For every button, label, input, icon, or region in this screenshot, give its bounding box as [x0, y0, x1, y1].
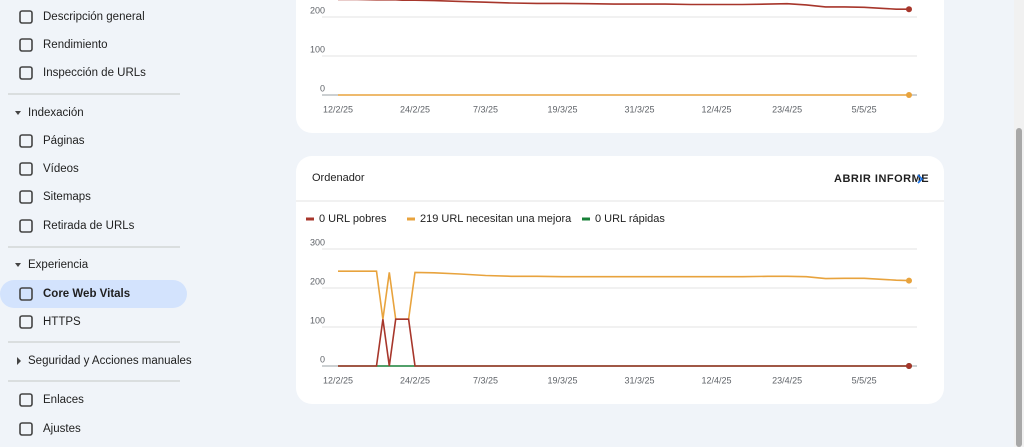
x-tick-label: 12/2/25 — [323, 104, 353, 114]
y-tick-label: 200 — [310, 5, 325, 15]
caret[interactable] — [15, 111, 21, 115]
nav-item[interactable]: Descripción general — [43, 11, 145, 23]
nav-icon — [19, 315, 33, 329]
nav-icon — [19, 66, 33, 80]
nav-section[interactable]: Experiencia — [28, 259, 89, 271]
caret[interactable] — [15, 263, 21, 267]
open-report[interactable]: ABRIR INFORME — [834, 173, 929, 185]
card-title: Ordenador — [312, 172, 365, 184]
x-tick-label: 12/4/25 — [702, 104, 732, 114]
legend-label[interactable]: 219 URL necesitan una mejora — [420, 213, 572, 225]
active-item-bg — [0, 280, 187, 308]
end-point — [906, 6, 912, 13]
nav-section[interactable]: Seguridad y Acciones manuales — [28, 355, 192, 367]
nav-icon — [19, 422, 33, 436]
scroll-thumb[interactable] — [1016, 128, 1022, 447]
x-tick-label: 5/5/25 — [852, 375, 877, 385]
nav-icon — [19, 393, 33, 407]
y-tick-label: 200 — [310, 276, 325, 286]
nav-icon — [19, 134, 33, 148]
end-point — [906, 363, 912, 369]
card — [296, 0, 944, 133]
nav-icon — [19, 38, 33, 52]
nav-item[interactable]: Rendimiento — [43, 39, 108, 51]
end-point — [906, 92, 912, 98]
x-tick-label: 12/4/25 — [702, 375, 732, 385]
series-line — [338, 318, 909, 367]
legend-label[interactable]: 0 URL pobres — [319, 213, 387, 225]
chevron[interactable] — [917, 174, 924, 184]
sidebar: Descripción general Rendimiento Inspección… — [15, 10, 192, 436]
x-tick-label: 24/2/25 — [400, 104, 430, 114]
x-tick-label: 31/3/25 — [625, 104, 655, 114]
y-tick-label: 300 — [310, 237, 325, 247]
nav-item[interactable]: Páginas — [43, 135, 85, 147]
nav-item[interactable]: HTTPS — [43, 316, 81, 328]
nav-icon — [19, 162, 33, 176]
nav-item[interactable]: Vídeos — [43, 163, 79, 175]
x-tick-label: 31/3/25 — [625, 375, 655, 385]
x-tick-label: 24/2/25 — [400, 375, 430, 385]
nav-item[interactable]: Enlaces — [43, 394, 84, 406]
caret[interactable] — [17, 357, 21, 365]
card — [296, 156, 944, 404]
dividers — [8, 93, 180, 382]
x-tick-label: 19/3/25 — [548, 104, 578, 114]
nav-icon — [19, 287, 33, 301]
x-tick-label: 19/3/25 — [548, 375, 578, 385]
y-tick-label: 100 — [310, 44, 325, 54]
x-tick-label: 23/4/25 — [772, 104, 802, 114]
nav-section[interactable]: Indexación — [28, 107, 84, 119]
x-tick-label: 7/3/25 — [473, 104, 498, 114]
nav-item[interactable]: Sitemaps — [43, 191, 91, 203]
nav-item[interactable]: Retirada de URLs — [43, 220, 135, 232]
y-tick-label: 100 — [310, 315, 325, 325]
legend-label[interactable]: 0 URL rápidas — [595, 213, 665, 225]
nav-icon — [19, 219, 33, 233]
nav-icon — [19, 190, 33, 204]
nav-item[interactable]: Inspección de URLs — [43, 67, 146, 79]
y-tick-label: 0 — [320, 354, 325, 364]
nav-item[interactable]: Ajustes — [43, 423, 81, 435]
x-tick-label: 7/3/25 — [473, 375, 498, 385]
nav-item[interactable]: Core Web Vitals — [43, 288, 130, 300]
x-tick-label: 5/5/25 — [852, 104, 877, 114]
end-point — [906, 277, 912, 284]
y-tick-label: 0 — [320, 83, 325, 93]
series-line — [338, 0, 909, 10]
x-tick-label: 23/4/25 — [772, 375, 802, 385]
nav-icon — [19, 10, 33, 24]
x-tick-label: 12/2/25 — [323, 375, 353, 385]
